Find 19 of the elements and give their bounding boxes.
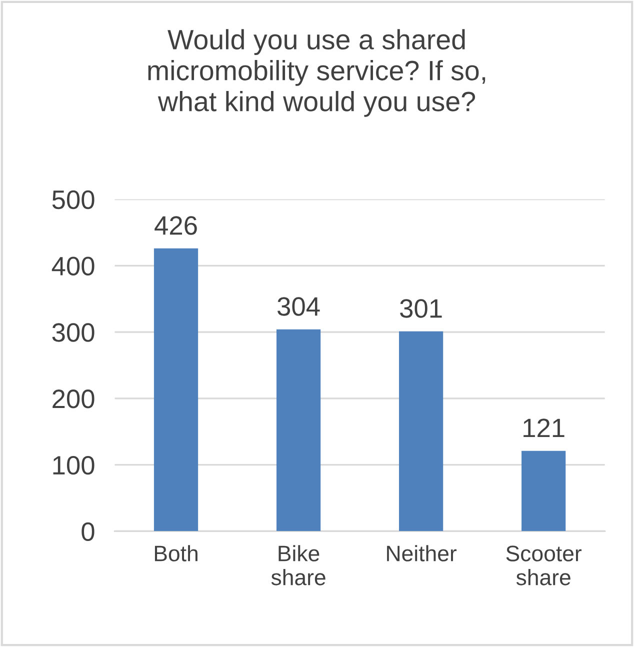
y-tick-label: 400 [52, 256, 94, 276]
data-label: 304 [278, 297, 320, 316]
data-label: 426 [154, 216, 197, 235]
x-tick-label: Neither [387, 545, 457, 562]
y-tick-label: 100 [53, 456, 94, 475]
data-label: 121 [524, 418, 564, 438]
x-tick-label: Bike share [271, 545, 326, 586]
y-tick-label: 200 [52, 390, 94, 408]
bar [154, 248, 198, 532]
x-tick-label: Scooter share [506, 546, 582, 586]
data-label: 301 [400, 299, 442, 318]
y-tick-label: 300 [52, 323, 94, 342]
bar [399, 331, 444, 532]
x-tick-label: Both [154, 545, 198, 562]
y-tick-label: 500 [52, 190, 94, 210]
chart-title: Would you use a shared micromobility service? If so, what kind would you use? [148, 29, 486, 117]
y-tick-label: 0 [82, 522, 94, 542]
bar [276, 329, 321, 532]
bar [522, 450, 566, 532]
